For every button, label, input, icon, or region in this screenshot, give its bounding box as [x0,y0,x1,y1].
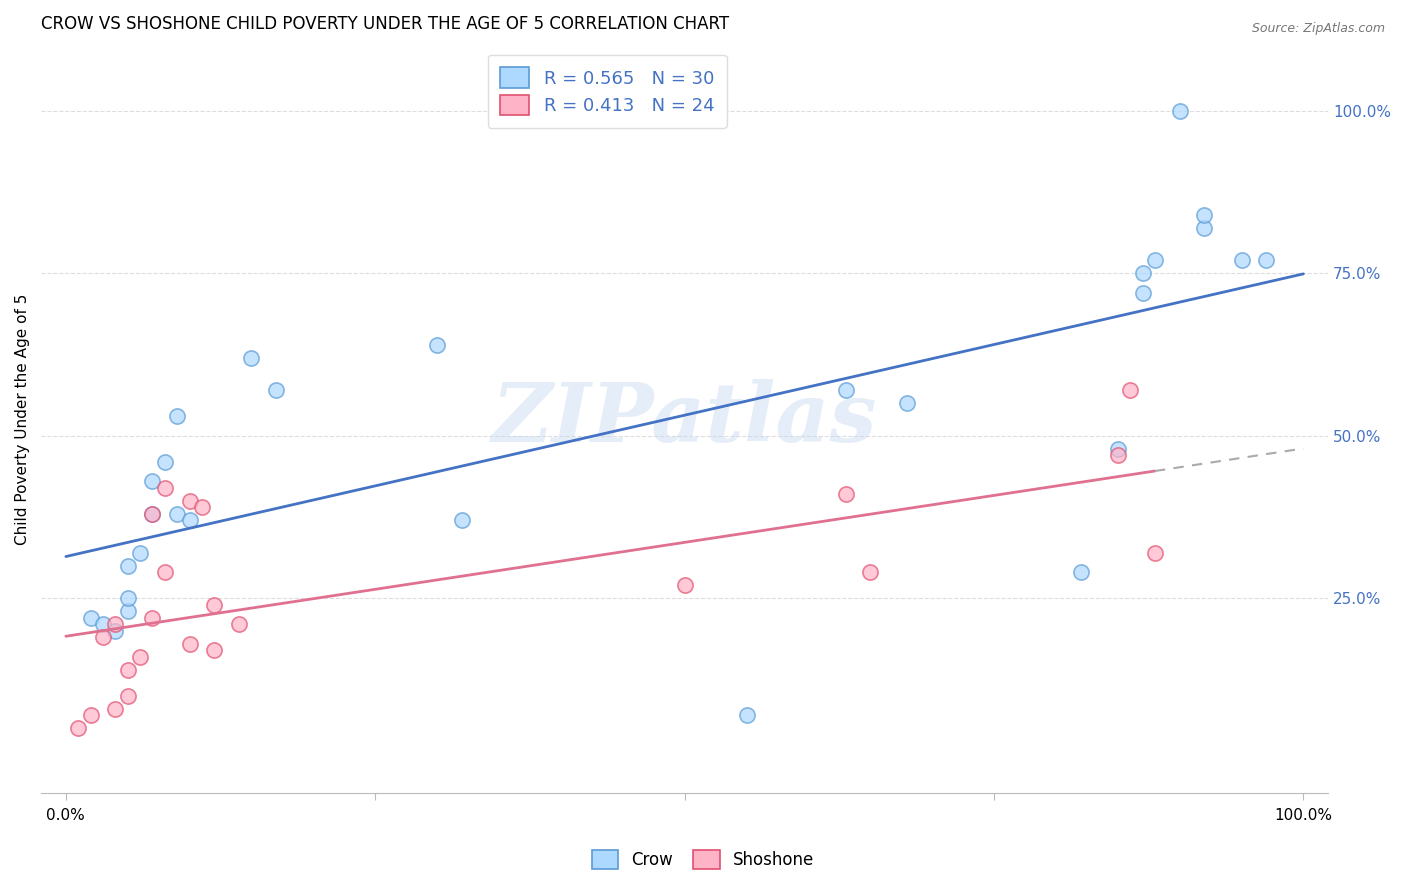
Point [1107,448,1129,462]
Point [896,396,918,410]
Point [141,610,163,624]
Point [141,507,163,521]
Y-axis label: Child Poverty Under the Age of 5: Child Poverty Under the Age of 5 [15,293,30,545]
Point [191,500,214,515]
Point [91,630,114,644]
Point [426,337,449,351]
Point [1107,442,1129,456]
Point [450,513,472,527]
Point [153,565,176,579]
Point [179,637,201,651]
Point [1168,103,1191,118]
Point [1194,208,1216,222]
Text: CROW VS SHOSHONE CHILD POVERTY UNDER THE AGE OF 5 CORRELATION CHART: CROW VS SHOSHONE CHILD POVERTY UNDER THE… [41,15,730,33]
Point [834,487,856,501]
Point [834,383,856,397]
Point [104,702,127,716]
Point [141,474,163,488]
Point [153,455,176,469]
Point [179,513,201,527]
Point [228,617,250,632]
Legend: R = 0.565   N = 30, R = 0.413   N = 24: R = 0.565 N = 30, R = 0.413 N = 24 [488,54,727,128]
Point [202,643,225,657]
Point [1256,253,1278,268]
Text: ZIPatlas: ZIPatlas [492,379,877,459]
Point [179,493,201,508]
Point [859,565,882,579]
Point [117,663,139,677]
Point [1070,565,1092,579]
Point [129,546,152,560]
Point [673,578,696,592]
Point [1230,253,1253,268]
Point [67,721,90,735]
Point [117,558,139,573]
Point [129,649,152,664]
Point [166,409,188,424]
Point [240,351,263,365]
Point [141,507,163,521]
Point [1194,220,1216,235]
Point [735,708,758,723]
Point [1119,383,1142,397]
Point [117,604,139,618]
Point [104,624,127,638]
Point [1132,285,1154,300]
Point [1143,546,1166,560]
Point [117,689,139,703]
Point [104,617,127,632]
Text: Source: ZipAtlas.com: Source: ZipAtlas.com [1251,22,1385,36]
Point [264,383,287,397]
Point [79,708,101,723]
Legend: Crow, Shoshone: Crow, Shoshone [582,840,824,880]
Point [1132,266,1154,280]
Point [91,617,114,632]
Point [166,507,188,521]
Point [79,610,101,624]
Point [1143,253,1166,268]
Point [202,598,225,612]
Point [117,591,139,606]
Point [153,481,176,495]
